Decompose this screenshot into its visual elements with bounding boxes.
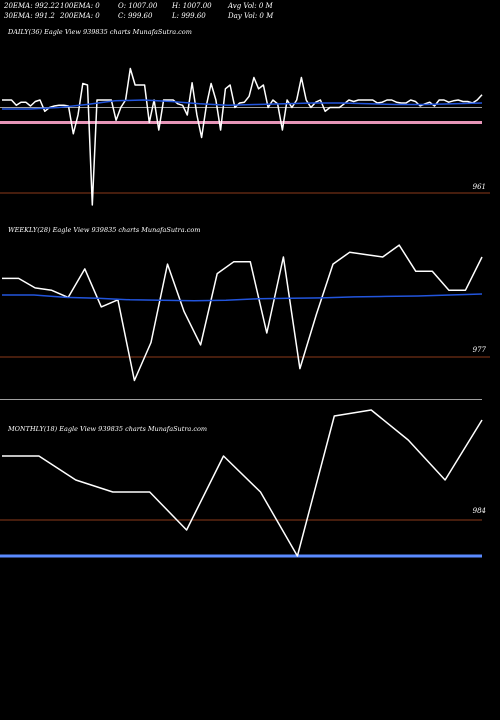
header-avgvol: Avg Vol: 0 M	[228, 2, 273, 10]
header-dayvol: Day Vol: 0 M	[228, 12, 274, 20]
header-ema20: 20EMA: 992.22	[4, 2, 60, 10]
daily-level-label: 961	[472, 183, 486, 191]
header-open: O: 1007.00	[118, 2, 158, 10]
price-series-line	[2, 409, 483, 557]
weekly-level-label: 977	[472, 346, 486, 354]
price-series-line	[2, 67, 483, 206]
header-high: H: 1007.00	[172, 2, 212, 10]
monthly-chart-title: MONTHLY(18) Eagle View 939835 charts Mun…	[8, 425, 208, 433]
header-low: L: 999.60	[172, 12, 206, 20]
header-ema100: 100EMA: 0	[60, 2, 100, 10]
ema-series-line	[2, 99, 483, 110]
ema-series-line	[2, 293, 483, 302]
header-close: C: 999.60	[118, 12, 153, 20]
weekly-chart-title: WEEKLY(28) Eagle View 939835 charts Muna…	[8, 226, 201, 234]
header-ema200: 200EMA: 0	[60, 12, 100, 20]
header-ema30: 30EMA: 991.2	[4, 12, 55, 20]
price-series-line	[2, 244, 483, 382]
daily-chart-title: DAILY(36) Eagle View 939835 charts Munaf…	[8, 28, 192, 36]
monthly-level-label: 984	[472, 507, 486, 515]
